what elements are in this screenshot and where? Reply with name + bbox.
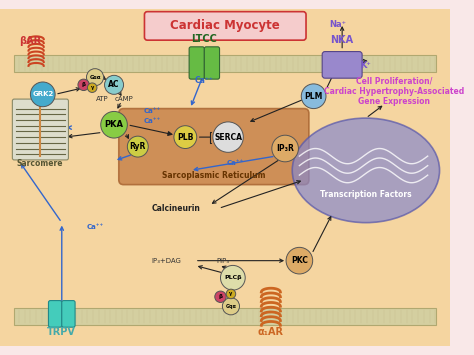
FancyBboxPatch shape <box>322 51 362 78</box>
Bar <box>14 55 436 72</box>
Circle shape <box>213 122 243 152</box>
Text: β: β <box>82 82 86 87</box>
Text: Cardiac Myocyte: Cardiac Myocyte <box>170 20 280 32</box>
Text: Sarcomere: Sarcomere <box>17 159 63 168</box>
Circle shape <box>220 266 245 290</box>
Circle shape <box>105 75 124 94</box>
Text: Gsα: Gsα <box>89 75 101 80</box>
Text: Cell Proliferation/
Cardiac Hypertrophy-Associated
Gene Expression: Cell Proliferation/ Cardiac Hypertrophy-… <box>324 77 465 106</box>
Circle shape <box>30 82 55 107</box>
Text: βAR: βAR <box>19 36 41 46</box>
Circle shape <box>286 247 313 274</box>
FancyBboxPatch shape <box>48 301 62 327</box>
Text: PIP₃: PIP₃ <box>217 258 230 264</box>
Text: Ca⁺⁺: Ca⁺⁺ <box>144 108 161 114</box>
Circle shape <box>87 83 97 92</box>
Circle shape <box>128 136 148 157</box>
Text: PLCβ: PLCβ <box>224 275 242 280</box>
Circle shape <box>226 289 236 299</box>
Text: γ: γ <box>229 291 233 296</box>
FancyBboxPatch shape <box>204 47 219 79</box>
Text: Gqα: Gqα <box>226 304 237 309</box>
Text: Sarcoplasmic Reticulum: Sarcoplasmic Reticulum <box>162 171 265 180</box>
Text: SERCA: SERCA <box>214 133 242 142</box>
FancyBboxPatch shape <box>0 7 458 348</box>
Text: PKA: PKA <box>105 120 124 129</box>
Text: β: β <box>219 294 222 299</box>
FancyBboxPatch shape <box>0 9 450 346</box>
Circle shape <box>86 69 104 86</box>
Text: AC: AC <box>108 80 120 89</box>
Text: RyR: RyR <box>129 142 146 151</box>
Text: cAMP: cAMP <box>114 96 133 102</box>
FancyBboxPatch shape <box>189 47 204 79</box>
Text: α₁AR: α₁AR <box>258 327 284 337</box>
FancyBboxPatch shape <box>62 301 75 327</box>
FancyBboxPatch shape <box>119 109 309 185</box>
Bar <box>14 308 436 325</box>
Circle shape <box>301 84 326 109</box>
Text: K⁺: K⁺ <box>361 61 371 70</box>
Text: ATP: ATP <box>96 96 109 102</box>
Text: γ: γ <box>91 85 94 90</box>
Text: Ca⁺⁺: Ca⁺⁺ <box>195 76 214 84</box>
Text: GRK2: GRK2 <box>32 91 54 97</box>
Text: TRPV: TRPV <box>47 327 76 337</box>
Text: Ca⁺⁺: Ca⁺⁺ <box>227 160 244 166</box>
Text: Ca⁺⁺: Ca⁺⁺ <box>144 118 161 124</box>
Text: PKC: PKC <box>291 256 308 265</box>
Text: PLM: PLM <box>304 92 323 101</box>
Circle shape <box>101 111 128 138</box>
Text: IP₃R: IP₃R <box>276 144 294 153</box>
Text: Transcription Factors: Transcription Factors <box>320 190 412 199</box>
Text: Na⁺: Na⁺ <box>329 21 346 29</box>
Ellipse shape <box>292 118 439 223</box>
Circle shape <box>78 79 89 91</box>
Circle shape <box>222 298 239 315</box>
FancyBboxPatch shape <box>12 99 68 160</box>
FancyBboxPatch shape <box>145 12 306 40</box>
Text: LTCC: LTCC <box>191 34 217 44</box>
Circle shape <box>272 135 299 162</box>
Text: Ca⁺⁺: Ca⁺⁺ <box>86 224 104 230</box>
Text: IP₃+DAG: IP₃+DAG <box>151 258 181 264</box>
Text: NKA: NKA <box>330 35 354 45</box>
Text: PLB: PLB <box>177 133 193 142</box>
Circle shape <box>174 126 197 148</box>
Text: Calcineurin: Calcineurin <box>151 204 200 213</box>
Circle shape <box>215 291 226 302</box>
